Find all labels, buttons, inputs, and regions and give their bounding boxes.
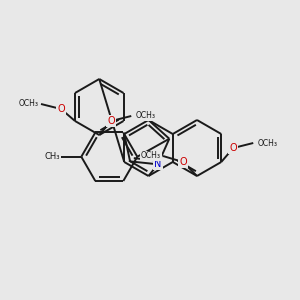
Text: O: O xyxy=(179,157,187,167)
Text: O: O xyxy=(230,143,237,153)
Text: OCH₃: OCH₃ xyxy=(135,112,155,121)
Text: CH₃: CH₃ xyxy=(45,152,60,161)
Text: N: N xyxy=(154,159,162,169)
Text: OCH₃: OCH₃ xyxy=(19,100,39,109)
Text: OCH₃: OCH₃ xyxy=(257,139,277,148)
Text: OCH₃: OCH₃ xyxy=(141,152,161,160)
Text: O: O xyxy=(57,104,65,114)
Text: O: O xyxy=(107,116,115,126)
